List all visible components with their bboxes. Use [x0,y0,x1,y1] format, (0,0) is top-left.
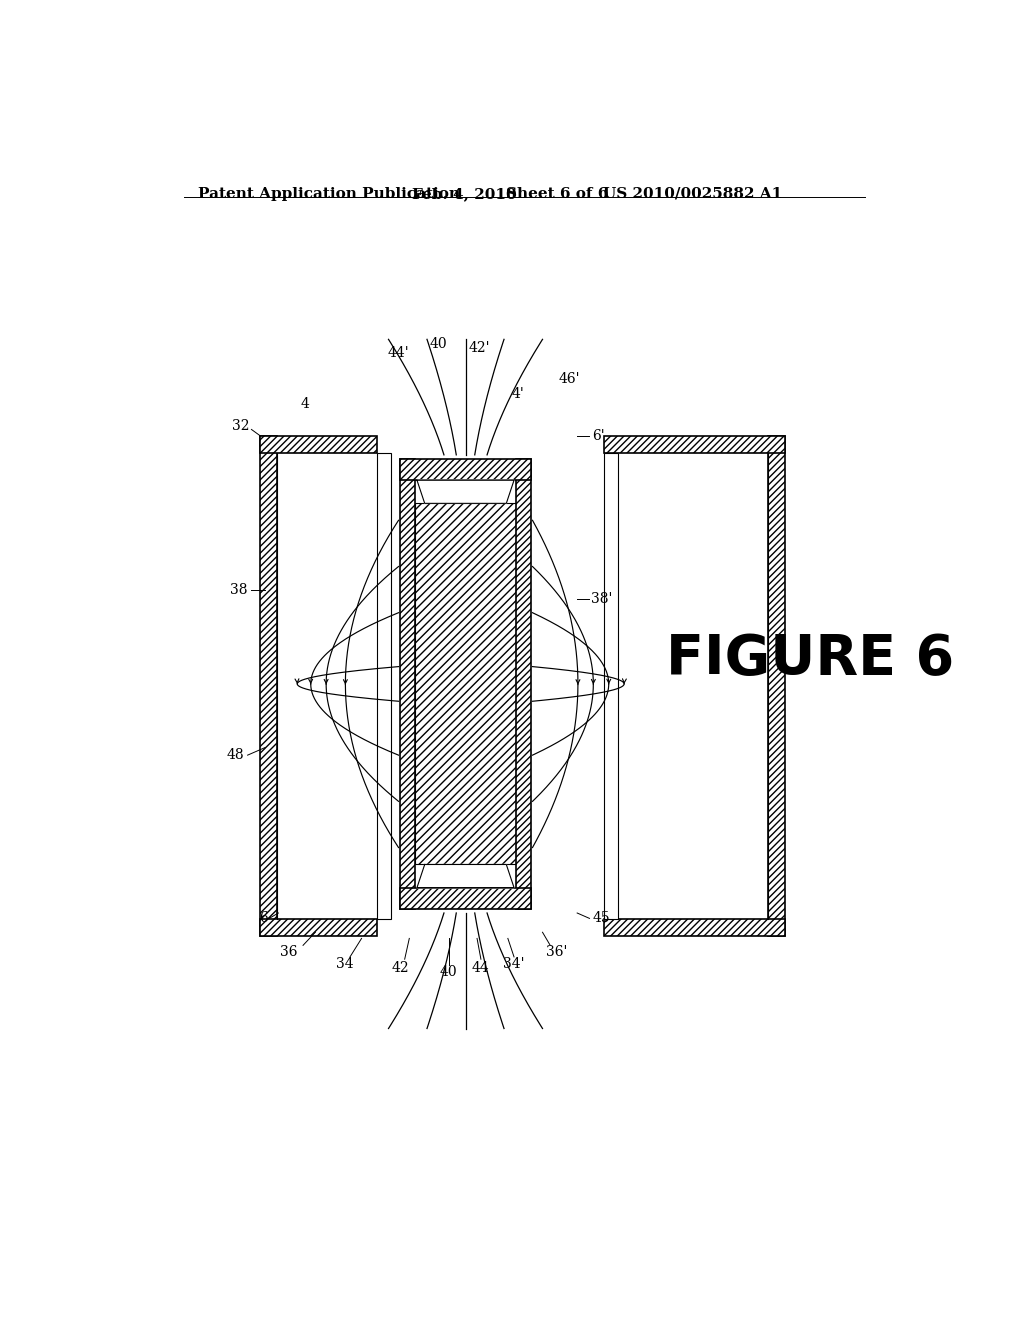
Polygon shape [417,480,514,503]
Text: 4: 4 [300,397,309,411]
Bar [416,503,515,865]
Text: 4': 4' [512,387,524,401]
Text: 32: 32 [232,420,250,433]
Bar [260,919,377,936]
Text: 42': 42' [469,341,490,355]
Text: 46': 46' [559,371,581,385]
Text: 38': 38' [591,591,612,606]
Text: 34': 34' [503,957,524,972]
Text: Sheet 6 of 6: Sheet 6 of 6 [506,187,608,201]
Text: 44': 44' [388,346,410,360]
Text: 36: 36 [280,945,297,960]
Bar [260,436,276,936]
Text: 34: 34 [336,957,353,972]
Text: 40: 40 [439,965,458,979]
Text: Patent Application Publication: Patent Application Publication [199,187,461,201]
Bar [515,459,531,909]
Text: 42: 42 [391,961,409,974]
Bar [400,459,531,480]
Bar [400,887,531,909]
Text: 38: 38 [230,582,248,597]
Bar [604,436,785,453]
Bar [604,919,785,936]
Text: US 2010/0025882 A1: US 2010/0025882 A1 [602,187,781,201]
Text: Feb. 4, 2010: Feb. 4, 2010 [412,187,516,201]
Bar [604,453,617,919]
Bar [400,459,416,909]
Text: FIGURE 6: FIGURE 6 [666,632,954,686]
Bar [377,453,391,919]
Text: 45: 45 [593,911,610,925]
Text: 40: 40 [430,337,447,351]
Text: 6: 6 [259,911,267,925]
Text: 6': 6' [593,429,605,442]
Text: 36': 36' [546,945,567,960]
Bar [768,436,785,936]
Polygon shape [417,865,514,887]
Text: 48: 48 [227,748,245,762]
Text: 44: 44 [472,961,489,974]
Bar [260,436,377,453]
